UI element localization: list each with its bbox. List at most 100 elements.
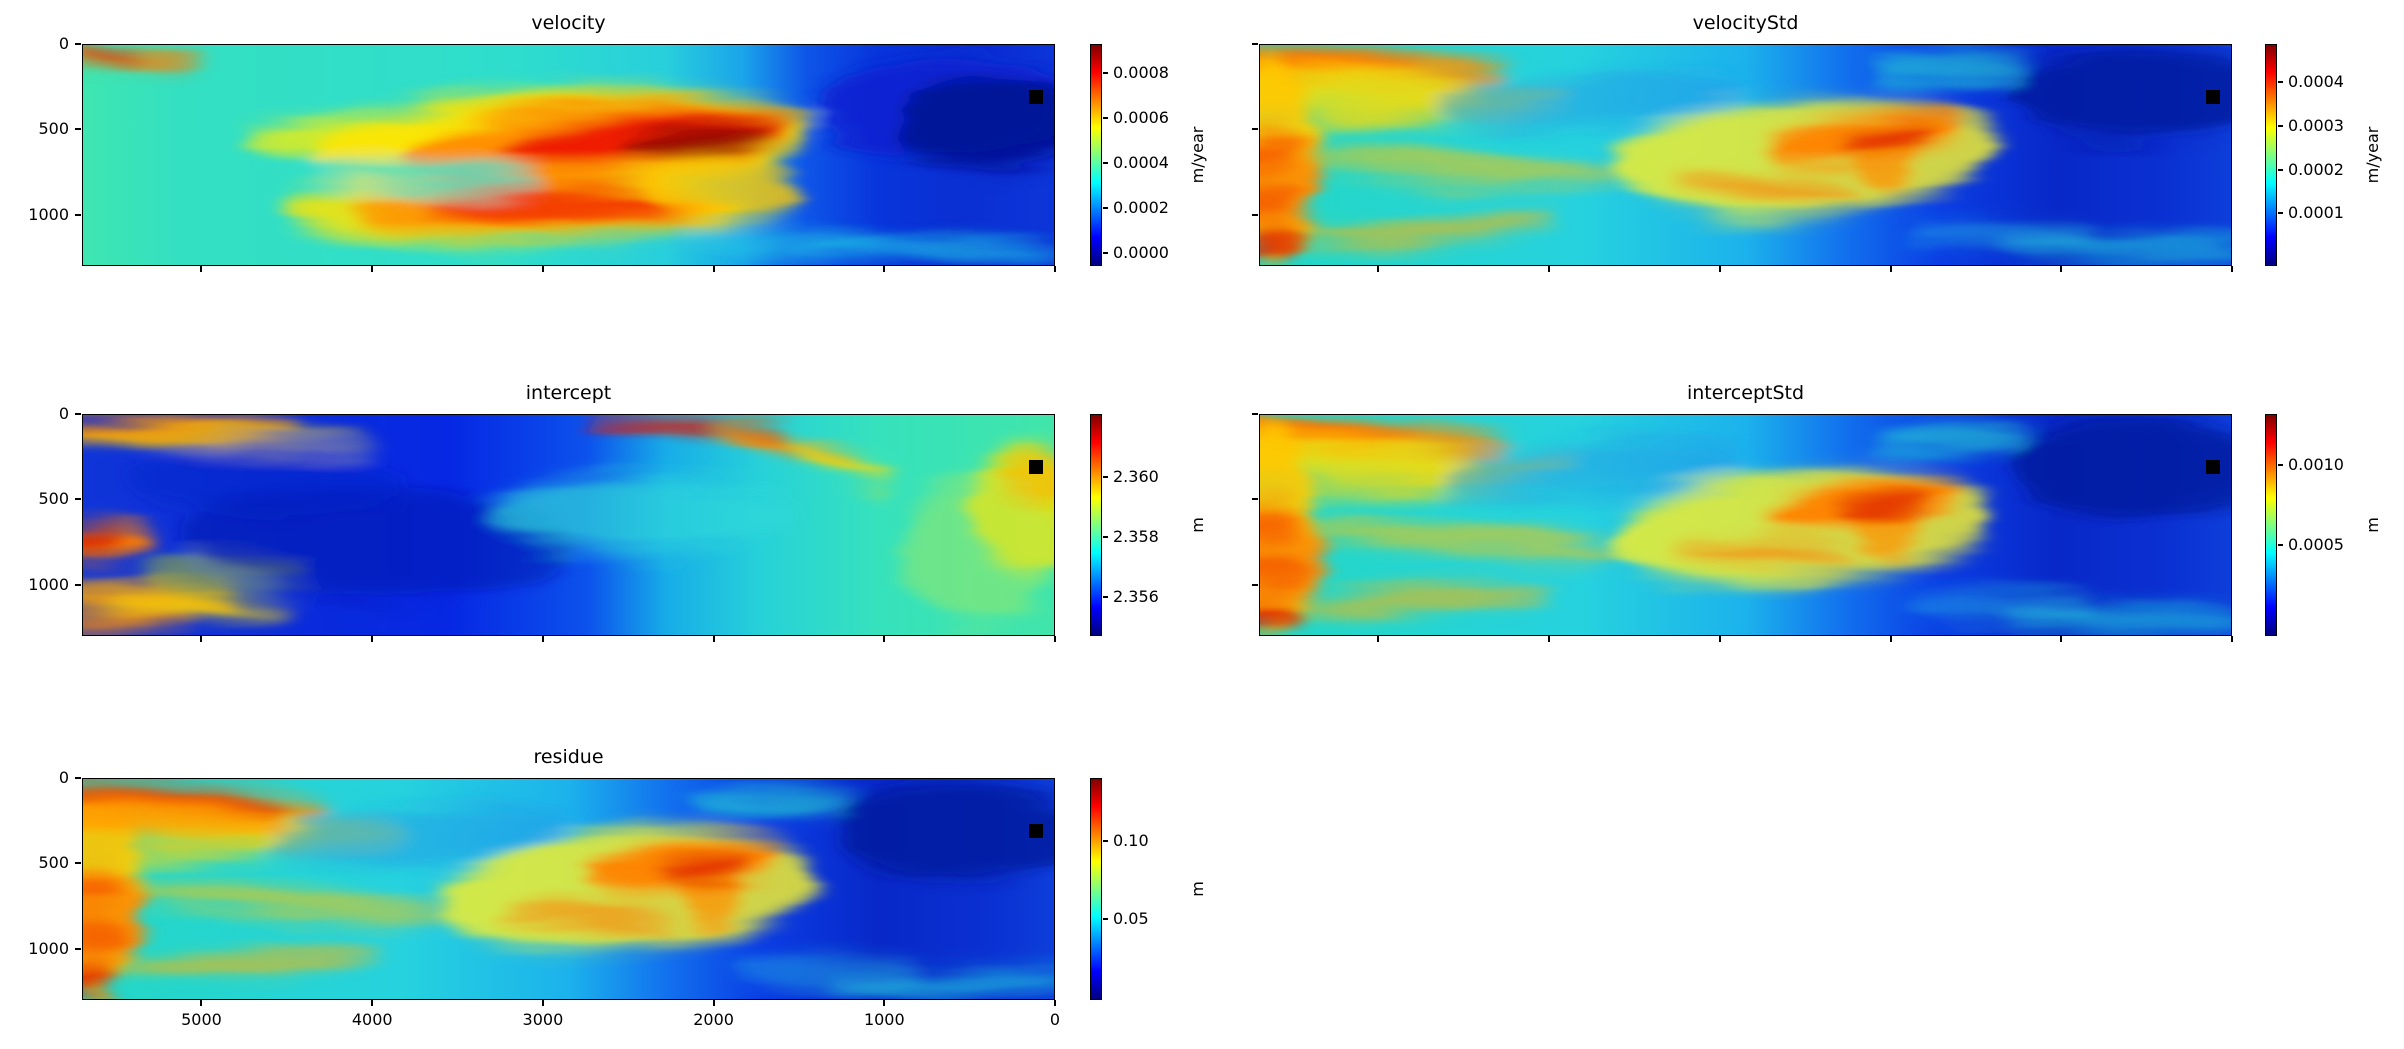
y-tickmark-velocity <box>75 43 81 45</box>
y-tick-label-intercept: 500 <box>38 489 69 509</box>
y-tick-label-velocity: 1000 <box>28 204 69 224</box>
x-tickmark-intercept <box>371 636 374 642</box>
reference-marker-residue <box>1029 823 1044 838</box>
colorbar-residue <box>1090 778 1102 1000</box>
x-tickmark-interceptstd <box>2231 636 2233 642</box>
colorbar-tickmark-intercept <box>1103 596 1108 598</box>
colorbar-tickmark-velocitystd <box>2278 124 2283 127</box>
colorbar-unit-label-interceptstd: m <box>2363 517 2382 533</box>
y-tickmark-residue <box>75 862 81 865</box>
x-tickmark-residue <box>200 1000 203 1006</box>
x-tickmark-interceptstd <box>1548 636 1551 642</box>
x-tick-label-residue: 5000 <box>181 1010 222 1029</box>
x-tick-label-residue: 3000 <box>522 1010 564 1029</box>
y-tickmark-velocitystd <box>1252 43 1258 45</box>
x-tickmark-intercept <box>712 636 715 642</box>
y-tickmark-residue <box>75 947 81 950</box>
plot-title-velocitystd: velocityStd <box>1692 12 1799 34</box>
x-tickmark-intercept <box>200 636 203 642</box>
x-tickmark-velocity <box>1054 266 1056 272</box>
y-tickmark-intercept <box>75 498 81 501</box>
y-tickmark-velocity <box>75 128 81 131</box>
x-tick-label-residue: 2000 <box>693 1010 734 1029</box>
x-tickmark-velocitystd <box>1889 266 1892 272</box>
colorbar-tickmark-velocitystd <box>2278 81 2283 84</box>
y-tick-label-intercept: 1000 <box>28 574 69 594</box>
plot-title-interceptstd: interceptStd <box>1686 382 1805 404</box>
y-tickmark-interceptstd <box>1252 413 1258 415</box>
x-tickmark-velocitystd <box>2060 266 2063 272</box>
x-tickmark-velocity <box>200 266 203 272</box>
colorbar-intercept <box>1090 414 1102 636</box>
x-tickmark-residue <box>712 1000 715 1006</box>
x-tickmark-interceptstd <box>1377 636 1380 642</box>
colorbar-tick-label-residue: 0.10 <box>1113 830 1149 850</box>
colorbar-velocitystd <box>2265 44 2277 266</box>
x-tick-label-residue: 0 <box>1049 1010 1061 1029</box>
colorbar-unit-label-intercept: m <box>1188 517 1207 533</box>
colorbar-tick-label-velocity: 0.0000 <box>1113 242 1169 262</box>
colorbar-tick-label-velocitystd: 0.0004 <box>2288 72 2344 92</box>
heatmap-velocitystd <box>1259 44 2232 266</box>
plot-title-intercept: intercept <box>525 382 612 404</box>
x-tickmark-velocitystd <box>1718 266 1721 272</box>
colorbar-tickmark-residue <box>1103 839 1108 842</box>
colorbar-unit-label-velocitystd: m/year <box>2363 126 2382 184</box>
colorbar-tickmark-interceptstd <box>2278 543 2283 546</box>
colorbar-tick-label-interceptstd: 0.0005 <box>2288 534 2344 554</box>
x-tickmark-velocity <box>883 266 886 272</box>
x-tickmark-residue <box>371 1000 374 1006</box>
y-tick-label-residue: 0 <box>58 768 69 787</box>
x-tickmark-velocitystd <box>1377 266 1380 272</box>
x-tickmark-residue <box>1054 1000 1056 1006</box>
colorbar-tick-label-intercept: 2.356 <box>1113 587 1159 606</box>
colorbar-tick-label-velocity: 0.0008 <box>1113 63 1169 83</box>
colorbar-tick-label-interceptstd: 0.0010 <box>2288 455 2344 475</box>
plot-title-residue: residue <box>533 746 604 768</box>
reference-marker-velocity <box>1029 89 1044 104</box>
y-tickmark-velocitystd <box>1252 213 1258 216</box>
colorbar-tick-label-velocity: 0.0004 <box>1113 152 1169 172</box>
x-tickmark-interceptstd <box>2060 636 2063 642</box>
x-tickmark-intercept <box>1054 636 1056 642</box>
heatmap-velocity <box>82 44 1055 266</box>
colorbar-tick-label-velocity: 0.0002 <box>1113 197 1169 217</box>
y-tickmark-interceptstd <box>1252 498 1258 501</box>
y-tickmark-intercept <box>75 583 81 586</box>
reference-marker-velocitystd <box>2206 89 2221 104</box>
colorbar-interceptstd <box>2265 414 2277 636</box>
colorbar-tickmark-velocity <box>1103 251 1108 254</box>
y-tickmark-velocitystd <box>1252 128 1258 131</box>
heatmap-residue <box>82 778 1055 1000</box>
plot-title-velocity: velocity <box>531 12 606 34</box>
y-tick-label-intercept: 0 <box>58 404 69 423</box>
reference-marker-intercept <box>1029 459 1044 474</box>
colorbar-tick-label-intercept: 2.360 <box>1113 467 1159 486</box>
y-tick-label-velocity: 500 <box>38 119 69 139</box>
x-tickmark-interceptstd <box>1718 636 1721 642</box>
colorbar-tickmark-intercept <box>1103 536 1108 538</box>
x-tickmark-velocity <box>712 266 715 272</box>
x-tickmark-intercept <box>883 636 886 642</box>
x-tick-label-residue: 4000 <box>351 1010 393 1029</box>
y-tickmark-intercept <box>75 413 81 415</box>
x-tickmark-interceptstd <box>1889 636 1892 642</box>
heatmap-intercept <box>82 414 1055 636</box>
heatmap-interceptstd <box>1259 414 2232 636</box>
y-tick-label-velocity: 0 <box>58 34 69 53</box>
colorbar-tickmark-velocity <box>1103 161 1108 164</box>
x-tickmark-velocity <box>371 266 374 272</box>
colorbar-tickmark-velocitystd <box>2278 212 2283 215</box>
y-tick-label-residue: 500 <box>38 853 69 873</box>
colorbar-tickmark-velocity <box>1103 117 1108 119</box>
colorbar-unit-label-residue: m <box>1188 881 1207 897</box>
colorbar-tickmark-interceptstd <box>2278 464 2283 467</box>
colorbar-tick-label-velocity: 0.0006 <box>1113 108 1169 127</box>
colorbar-tick-label-velocitystd: 0.0002 <box>2288 159 2344 179</box>
y-tick-label-residue: 1000 <box>28 938 69 958</box>
colorbar-velocity <box>1090 44 1102 266</box>
x-tickmark-residue <box>541 1000 544 1006</box>
x-tickmark-residue <box>883 1000 886 1006</box>
colorbar-tickmark-velocity <box>1103 206 1108 209</box>
